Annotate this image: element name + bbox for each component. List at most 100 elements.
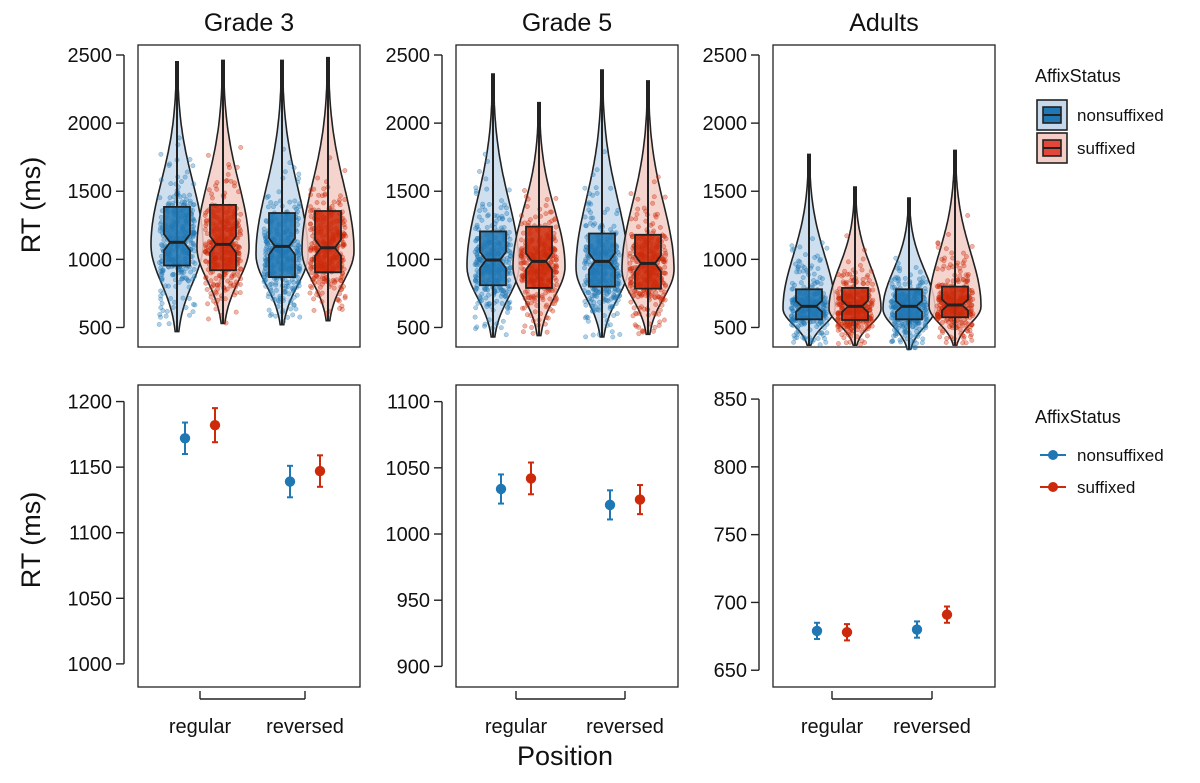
violin-nonsuffixed-reversed bbox=[575, 69, 629, 340]
panels: Grade 3 500 1000 1500 2000 2500 Grade 5 500 1000… bbox=[68, 9, 996, 738]
panel-frame bbox=[455, 384, 679, 688]
y-tick-label: 650 bbox=[714, 660, 747, 682]
legend-top-label-suffixed: suffixed bbox=[1077, 139, 1135, 158]
panel-title: Grade 5 bbox=[522, 9, 612, 37]
point-suffixed-reversed bbox=[314, 454, 326, 488]
violin-suffixed-reversed bbox=[928, 149, 982, 347]
violin-nonsuffixed-regular bbox=[466, 73, 520, 338]
y-tick-label: 1050 bbox=[68, 588, 113, 610]
point-nonsuffixed-regular bbox=[495, 473, 507, 505]
y-tick-label: 800 bbox=[714, 457, 747, 479]
mean-point bbox=[525, 473, 537, 484]
violin-nonsuffixed-regular bbox=[150, 61, 204, 333]
box bbox=[209, 203, 237, 272]
legend-top-swatch-nonsuffixed bbox=[1036, 99, 1068, 131]
mean-point bbox=[841, 627, 853, 638]
y-tick-label: 850 bbox=[714, 389, 747, 411]
point-suffixed-regular bbox=[841, 623, 853, 642]
panel-frame bbox=[772, 384, 996, 688]
panel-frame bbox=[137, 384, 361, 688]
panel-frame bbox=[772, 44, 996, 348]
y-tick-label: 1000 bbox=[386, 524, 431, 546]
point-suffixed-regular bbox=[209, 407, 221, 444]
panel-scatter-grade-5: 900 950 1000 1050 1100 regular reversed bbox=[386, 384, 679, 738]
point-nonsuffixed-reversed bbox=[284, 464, 296, 499]
y-tick-label: 1100 bbox=[387, 392, 430, 414]
x-tick-label: regular bbox=[801, 716, 864, 738]
panel-title: Grade 3 bbox=[204, 9, 294, 37]
y-tick-label: 950 bbox=[397, 590, 430, 612]
y-tick-label: 1000 bbox=[68, 654, 113, 676]
box bbox=[314, 210, 342, 274]
mean-point bbox=[179, 433, 191, 444]
y-tick-label: 2000 bbox=[703, 113, 748, 135]
y-tick-label: 2500 bbox=[386, 45, 431, 67]
legend-bottom-label-suffixed: suffixed bbox=[1077, 478, 1135, 497]
y-tick-label: 500 bbox=[714, 317, 747, 339]
y-axis-title-top: RT (ms) bbox=[16, 157, 46, 254]
box bbox=[795, 288, 823, 321]
y-tick-label: 1500 bbox=[703, 181, 748, 203]
y-tick-label: 1150 bbox=[69, 457, 112, 479]
violin-suffixed-regular bbox=[196, 59, 250, 326]
violin-suffixed-regular bbox=[828, 186, 882, 347]
point-nonsuffixed-reversed bbox=[604, 489, 616, 521]
x-tick-label: regular bbox=[169, 716, 232, 738]
y-tick-label: 1200 bbox=[68, 392, 113, 414]
y-tick-label: 2000 bbox=[386, 113, 431, 135]
x-axis-title: Position bbox=[517, 741, 613, 771]
mean-point bbox=[209, 419, 221, 431]
point-suffixed-reversed bbox=[941, 605, 953, 624]
point-suffixed-reversed bbox=[634, 484, 646, 516]
legend-bottom-title: AffixStatus bbox=[1035, 407, 1121, 427]
mean-point bbox=[634, 494, 646, 505]
legend-top-swatch-suffixed bbox=[1036, 132, 1068, 164]
legend-bottom: AffixStatus nonsuffixed suffixed bbox=[1035, 407, 1164, 497]
violin-nonsuffixed-reversed bbox=[255, 59, 309, 326]
y-tick-label: 1000 bbox=[703, 249, 748, 271]
point-suffixed-regular bbox=[525, 461, 537, 496]
point-nonsuffixed-regular bbox=[179, 421, 191, 456]
y-tick-label: 1100 bbox=[69, 523, 112, 545]
legend-bottom-label-nonsuffixed: nonsuffixed bbox=[1077, 446, 1164, 465]
y-tick-label: 2500 bbox=[703, 45, 748, 67]
panel-violin-grade-5: Grade 5 500 1000 1500 2000 2500 bbox=[386, 9, 679, 348]
legend-top-title: AffixStatus bbox=[1035, 66, 1121, 86]
panel-frame bbox=[137, 44, 361, 348]
x-tick-label: regular bbox=[485, 716, 548, 738]
box bbox=[479, 230, 507, 287]
box bbox=[634, 233, 662, 290]
y-tick-label: 1050 bbox=[386, 458, 431, 480]
panel-scatter-adults: 650 700 750 800 850 regular reversed bbox=[714, 384, 996, 738]
panel-title: Adults bbox=[849, 9, 918, 37]
panel-scatter-grade-3: 1000 1050 1100 1150 1200 regular reversed bbox=[68, 384, 361, 738]
y-tick-label: 1000 bbox=[386, 249, 431, 271]
mean-point bbox=[811, 625, 823, 637]
box bbox=[163, 205, 191, 267]
y-tick-label: 900 bbox=[397, 656, 430, 678]
y-tick-label: 1500 bbox=[386, 181, 431, 203]
x-tick-label: reversed bbox=[586, 716, 664, 738]
panel-violin-adults: Adults 500 1000 1500 2000 2500 bbox=[703, 9, 996, 351]
x-tick-label: reversed bbox=[266, 716, 344, 738]
panel-frame bbox=[455, 44, 679, 348]
y-tick-label: 750 bbox=[714, 525, 747, 547]
violin-suffixed-regular bbox=[512, 101, 566, 337]
box bbox=[525, 225, 553, 289]
violin-nonsuffixed-regular bbox=[782, 153, 836, 348]
y-tick-label: 2500 bbox=[68, 45, 113, 67]
y-axis-title-bottom: RT (ms) bbox=[16, 492, 46, 589]
violin-suffixed-reversed bbox=[621, 80, 675, 337]
box bbox=[895, 288, 923, 321]
mean-point bbox=[911, 624, 923, 635]
point-nonsuffixed-regular bbox=[811, 621, 823, 641]
y-tick-label: 2000 bbox=[68, 113, 113, 135]
mean-point bbox=[941, 609, 953, 620]
y-tick-label: 500 bbox=[79, 317, 112, 339]
y-tick-label: 700 bbox=[714, 592, 747, 614]
violin-suffixed-reversed bbox=[301, 56, 355, 322]
legend-bottom-key-nonsuffixed bbox=[1040, 450, 1066, 460]
y-tick-label: 1000 bbox=[68, 249, 113, 271]
legend-top: AffixStatus nonsuffixed suffixed bbox=[1035, 66, 1164, 164]
